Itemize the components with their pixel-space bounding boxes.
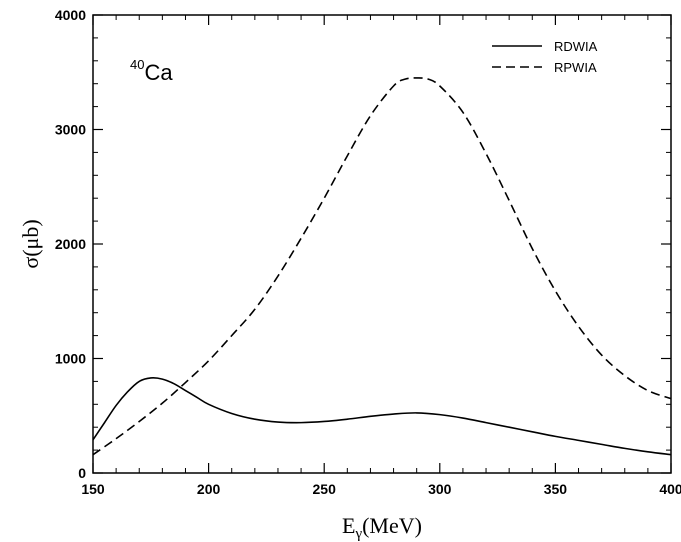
y-tick-label: 1000 <box>55 351 86 367</box>
x-tick-labels: 150 200 250 300 350 400 <box>81 481 681 497</box>
major-ticks <box>92 14 672 474</box>
series-group <box>92 77 672 456</box>
x-axis-title-main: E <box>342 513 355 538</box>
legend-label-rdwia: RDWIA <box>554 39 598 54</box>
y-tick-label: 2000 <box>55 236 86 252</box>
series-line-rpwia <box>92 77 672 456</box>
x-tick-label: 350 <box>544 481 568 497</box>
minor-ticks <box>93 15 671 473</box>
x-tick-label: 150 <box>81 481 105 497</box>
y-tick-label: 0 <box>78 465 86 481</box>
series-line-rdwia <box>92 377 672 456</box>
y-tick-label: 4000 <box>55 7 86 23</box>
x-axis-title-sub: γ <box>354 526 362 542</box>
x-tick-label: 400 <box>659 481 681 497</box>
y-axis-title: σ(μb) <box>18 219 43 268</box>
plot-frame <box>92 14 672 474</box>
x-tick-label: 200 <box>197 481 221 497</box>
x-tick-label: 300 <box>428 481 452 497</box>
y-tick-label: 3000 <box>55 122 86 138</box>
legend: RDWIA RPWIA <box>492 39 598 75</box>
annotation-element: Ca <box>144 60 173 85</box>
x-axis-title: Eγ(MeV) <box>342 513 422 542</box>
legend-label-rpwia: RPWIA <box>554 60 597 75</box>
x-tick-label: 250 <box>313 481 337 497</box>
x-axis-title-unit: (MeV) <box>362 513 422 538</box>
annotation: 40Ca <box>130 57 173 85</box>
annotation-superscript: 40 <box>130 57 144 72</box>
y-tick-labels: 0 1000 2000 3000 4000 <box>55 7 86 481</box>
